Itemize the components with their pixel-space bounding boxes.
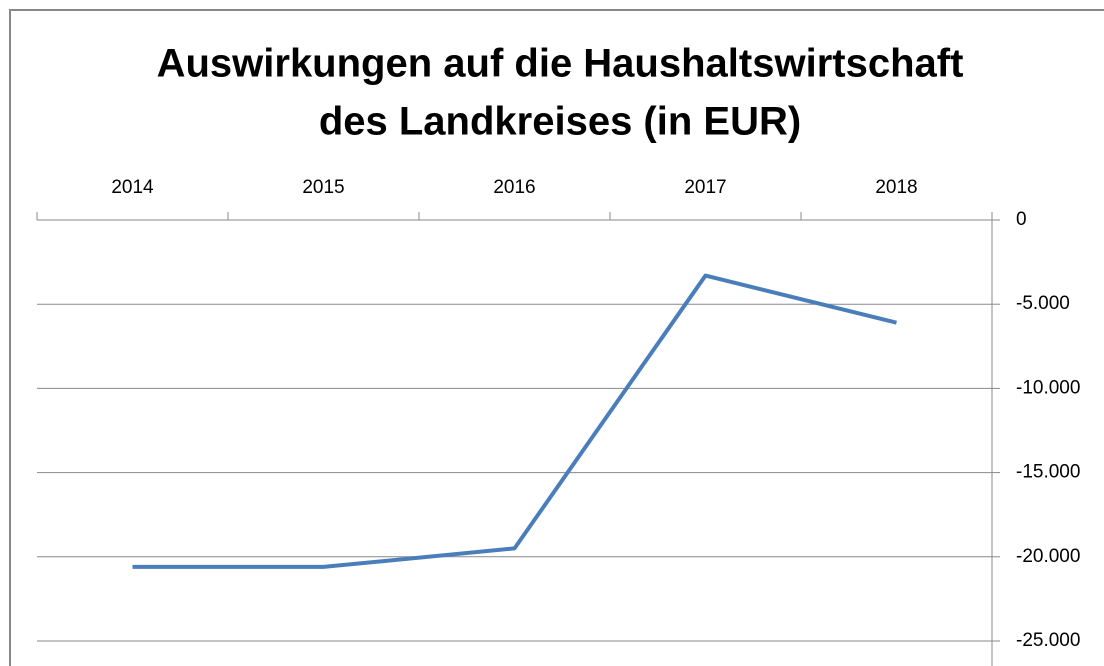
y-tick-label: -5.000 — [1016, 293, 1070, 314]
y-tick-label: -25.000 — [1016, 630, 1080, 651]
chart-title: Auswirkungen auf die Haushaltswirtschaft — [157, 42, 964, 86]
chart-title: des Landkreises (in EUR) — [319, 100, 801, 144]
data-line — [132, 273, 897, 569]
x-tick-label: 2014 — [111, 177, 154, 198]
y-tick-label: -10.000 — [1016, 377, 1080, 398]
y-tick-label: 0 — [1016, 209, 1027, 230]
x-tick-label: 2016 — [493, 177, 535, 198]
x-tick-label: 2017 — [684, 177, 726, 198]
y-tick-label: -15.000 — [1016, 462, 1080, 483]
y-tick-label: -20.000 — [1016, 546, 1080, 567]
x-tick-label: 2015 — [302, 177, 344, 198]
x-tick-label: 2018 — [875, 177, 917, 198]
